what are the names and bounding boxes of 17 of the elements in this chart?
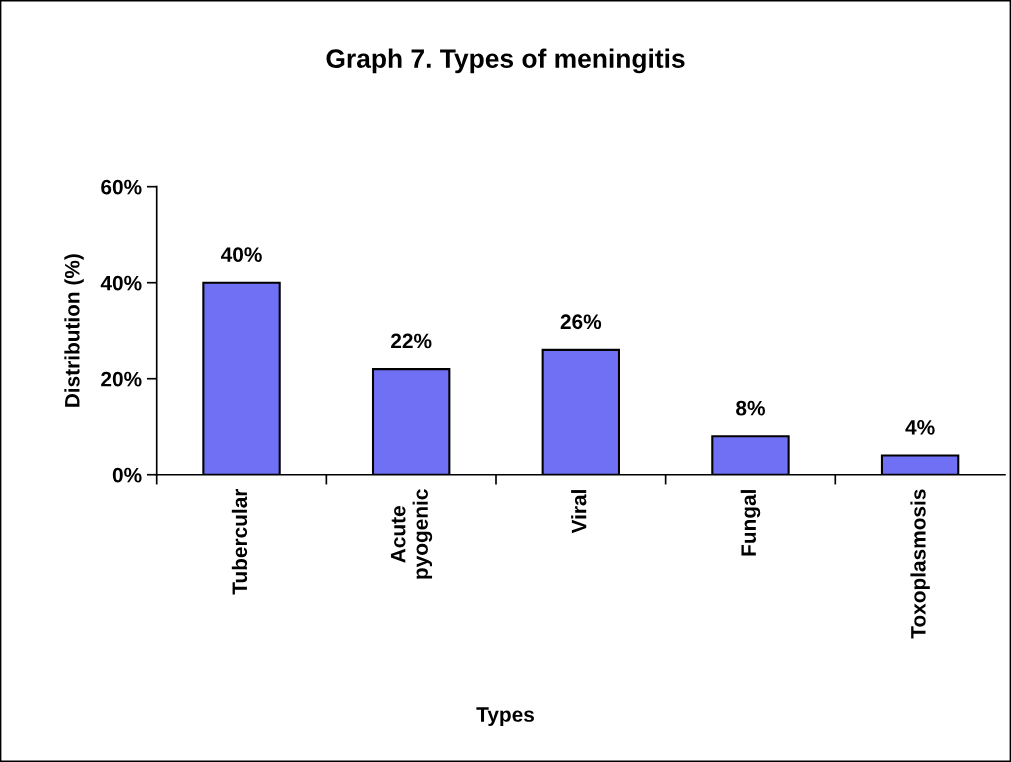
data-label: 8% [736,400,765,416]
x-axis-title: Types [476,707,534,726]
chart-title: Graph 7. Types of meningitis [326,48,685,74]
y-axis-title: Distribution (%) [64,254,84,407]
x-tick-label: Fungal [740,490,761,556]
y-tick-label: 40% [100,275,142,291]
data-label: 40% [221,247,262,262]
x-tick-label: Toxoplasmosis [910,489,930,639]
data-label: 26% [560,314,602,330]
x-tick-label: Acute pyogenic [390,489,433,579]
data-label: 22% [391,333,432,349]
y-tick-label: 0% [112,467,142,483]
y-tick-label: 60% [101,179,142,195]
x-tick-label: Tubercular [231,488,248,595]
y-tick-label: 20% [101,371,142,387]
data-label: 4% [905,420,935,435]
x-tick-label: Viral [571,490,587,534]
